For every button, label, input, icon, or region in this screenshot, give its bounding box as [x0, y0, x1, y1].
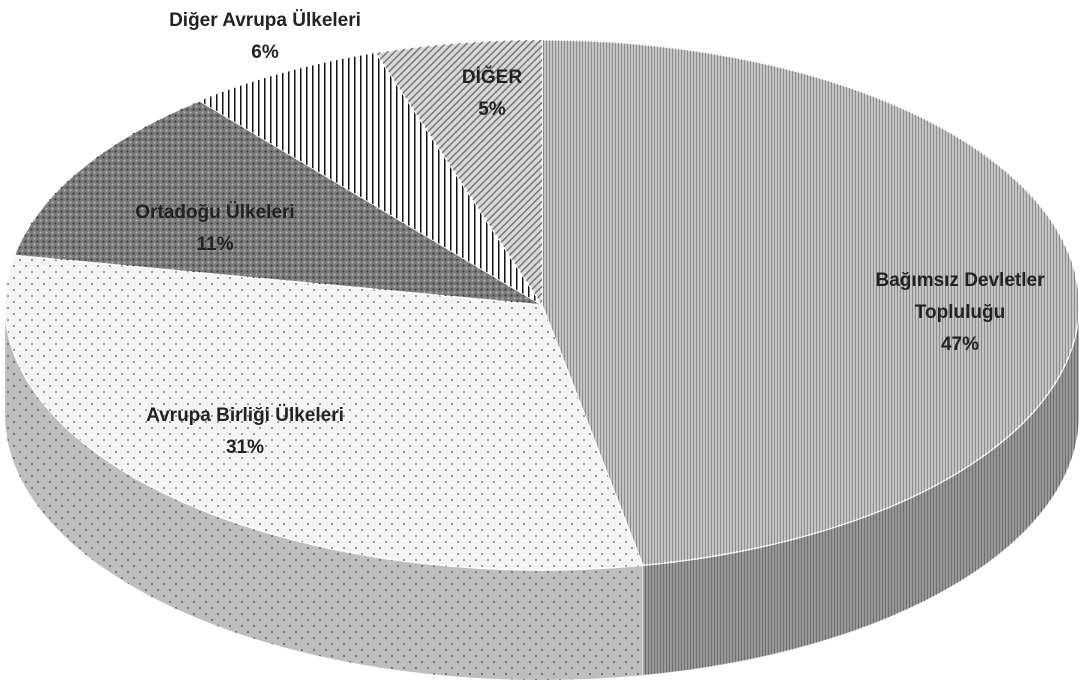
slice-side-texture — [642, 305, 1079, 676]
value-label: 31% — [225, 437, 265, 458]
category-label: Avrupa Birliği Ülkeleri — [146, 405, 344, 426]
slice-label: Ortadoğu Ülkeleri 11% — [85, 197, 345, 261]
slice-label: Bağımsız Devletler Topluluğu 47% — [845, 265, 1075, 361]
slice-side-shade — [5, 305, 643, 680]
slice-texture — [542, 40, 1079, 566]
value-label: 6% — [251, 42, 279, 63]
slice-texture — [14, 100, 543, 305]
slice-texture — [199, 52, 543, 305]
category-label: Bağımsız Devletler Topluluğu — [875, 270, 1045, 323]
category-label: DİĞER — [461, 67, 523, 88]
slice-label: DİĞER 5% — [432, 62, 552, 126]
slice-label: Avrupa Birliği Ülkeleri 31% — [85, 400, 405, 464]
value-label: 5% — [478, 99, 506, 120]
value-label: 47% — [940, 334, 980, 355]
slice-label: Diğer Avrupa Ülkeleri 6% — [115, 5, 415, 69]
slice-side-texture — [5, 305, 643, 680]
category-label: Ortadoğu Ülkeleri — [135, 202, 295, 223]
slice-texture — [376, 40, 542, 305]
value-label: 11% — [196, 234, 234, 255]
slice-side-shade — [642, 305, 1079, 676]
category-label: Diğer Avrupa Ülkeleri — [169, 10, 361, 31]
slice-texture — [5, 255, 643, 570]
